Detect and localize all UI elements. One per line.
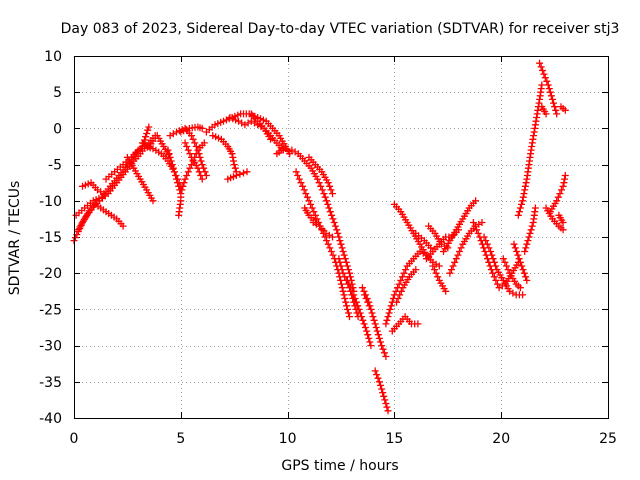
- x-axis-label: GPS time / hours: [281, 458, 398, 474]
- x-tick-labels: 0 5 10 15 20 25: [70, 431, 617, 447]
- y-axis-label: SDTVAR / TECUs: [7, 181, 23, 296]
- y-tick-label: -25: [39, 302, 62, 318]
- y-tick-label: 0: [53, 121, 62, 137]
- y-tick-label: -5: [48, 158, 62, 174]
- y-tick-label: -10: [39, 194, 62, 210]
- y-tick-label: 5: [53, 85, 62, 101]
- data-points: [70, 59, 569, 415]
- y-tick-labels: -40 -35 -30 -25 -20 -15 -10 -5 0 5 10: [39, 49, 62, 427]
- data-point-markers: [70, 59, 569, 415]
- x-tick-label: 15: [385, 431, 403, 447]
- chart-title: Day 083 of 2023, Sidereal Day-to-day VTE…: [61, 21, 620, 37]
- y-tick-label: -20: [39, 266, 62, 282]
- y-tick-label: 10: [44, 49, 62, 65]
- y-tick-label: -35: [39, 375, 62, 391]
- x-tick-label: 20: [492, 431, 510, 447]
- plot-frame: [74, 56, 609, 419]
- x-tick-label: 10: [279, 431, 297, 447]
- x-tick-label: 0: [70, 431, 79, 447]
- y-tick-label: -40: [39, 411, 62, 427]
- x-tick-label: 5: [176, 431, 185, 447]
- grid: [74, 56, 608, 418]
- x-tick-label: 25: [599, 431, 617, 447]
- y-tick-label: -15: [39, 230, 62, 246]
- y-tick-label: -30: [39, 339, 62, 355]
